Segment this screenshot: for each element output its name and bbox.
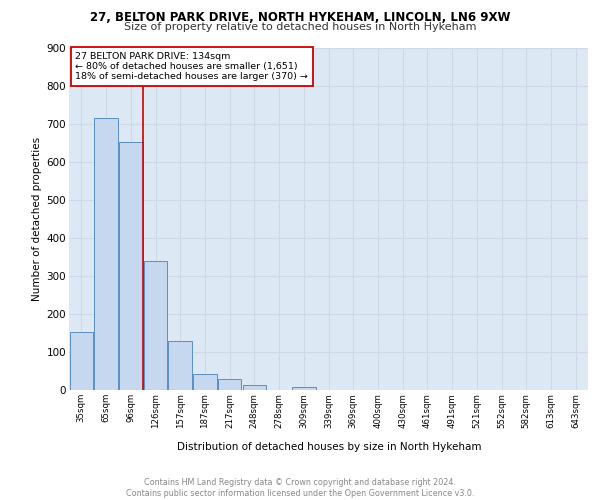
Text: 27 BELTON PARK DRIVE: 134sqm
← 80% of detached houses are smaller (1,651)
18% of: 27 BELTON PARK DRIVE: 134sqm ← 80% of de… <box>75 52 308 82</box>
Bar <box>193 374 217 390</box>
Bar <box>94 118 118 390</box>
Bar <box>242 386 266 390</box>
Text: 27, BELTON PARK DRIVE, NORTH HYKEHAM, LINCOLN, LN6 9XW: 27, BELTON PARK DRIVE, NORTH HYKEHAM, LI… <box>90 11 510 24</box>
Text: Size of property relative to detached houses in North Hykeham: Size of property relative to detached ho… <box>124 22 476 32</box>
Bar <box>292 387 316 390</box>
Bar <box>70 332 93 390</box>
Bar <box>218 378 241 390</box>
Y-axis label: Number of detached properties: Number of detached properties <box>32 136 43 301</box>
Bar <box>144 261 167 390</box>
Text: Contains HM Land Registry data © Crown copyright and database right 2024.
Contai: Contains HM Land Registry data © Crown c… <box>126 478 474 498</box>
Bar <box>169 340 192 390</box>
Bar <box>119 142 143 390</box>
Text: Distribution of detached houses by size in North Hykeham: Distribution of detached houses by size … <box>176 442 481 452</box>
